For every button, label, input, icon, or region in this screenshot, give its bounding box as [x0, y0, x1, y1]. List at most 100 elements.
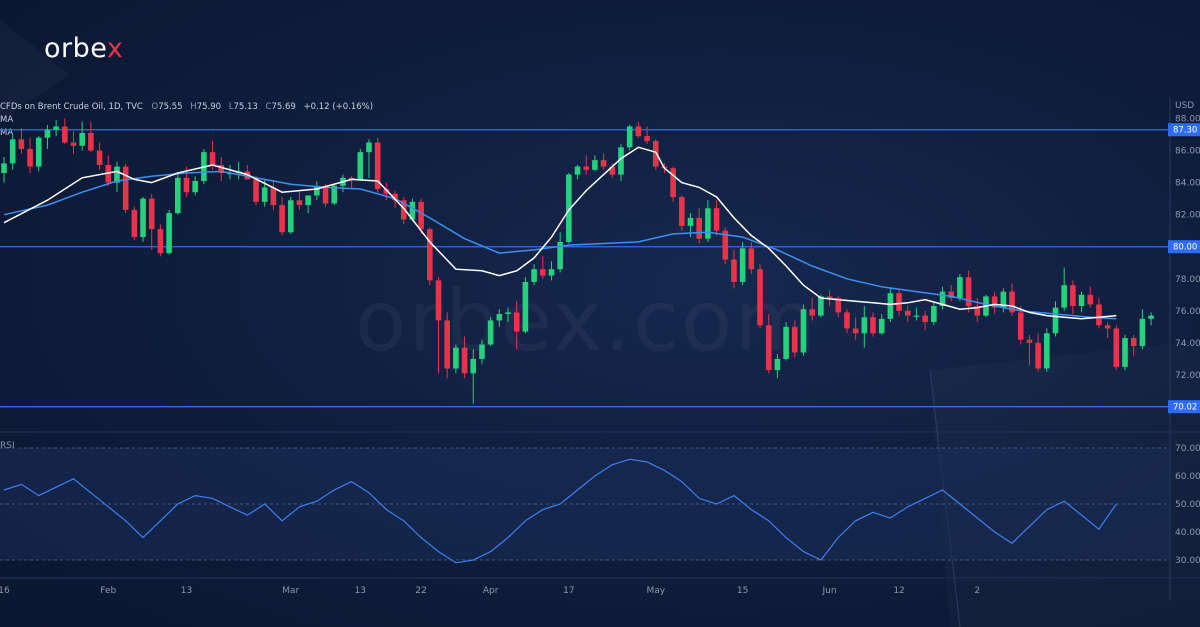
candle-body	[957, 277, 963, 299]
candle-body	[670, 168, 676, 198]
candle-body	[96, 150, 103, 165]
x-tick-label: 2	[974, 586, 980, 596]
x-tick-label: Apr	[483, 586, 499, 596]
candle-body	[418, 201, 424, 230]
candle	[122, 163, 129, 214]
candle-body	[739, 248, 746, 282]
candle	[131, 206, 138, 241]
candle	[1096, 298, 1102, 329]
candle	[348, 176, 355, 190]
candle-body	[679, 197, 685, 226]
candle	[626, 124, 633, 151]
candle	[1087, 286, 1094, 308]
candle-body	[435, 280, 442, 321]
candle	[922, 310, 928, 331]
candle-body	[357, 152, 364, 180]
candle-body	[53, 126, 59, 130]
x-tick-label: 17	[563, 586, 574, 596]
candle-body	[1000, 291, 1007, 308]
candle-body	[253, 179, 259, 202]
candle-body	[183, 177, 190, 193]
candle-body	[757, 269, 763, 326]
candle-body	[939, 291, 946, 307]
candle-body	[904, 310, 911, 316]
candle-body	[1, 163, 7, 173]
candle-body	[974, 306, 981, 316]
candle-body	[322, 185, 329, 204]
candle	[931, 302, 937, 326]
y-tick-label: 72.00	[1175, 371, 1200, 381]
rsi-tick-label: 70.00	[1175, 444, 1200, 454]
x-tick-label: Mar	[282, 586, 299, 596]
candle-body	[644, 136, 650, 141]
candle	[435, 277, 442, 374]
candle	[774, 354, 781, 379]
candle-body	[583, 166, 590, 170]
candle	[878, 314, 885, 335]
candle	[400, 197, 407, 225]
candle	[1026, 334, 1033, 366]
candle-body	[131, 209, 138, 238]
candle-body	[722, 230, 729, 260]
candle	[418, 198, 424, 234]
candle	[722, 227, 729, 265]
candle	[852, 317, 859, 340]
candle-body	[105, 164, 112, 183]
candle-body	[652, 140, 659, 167]
open-value: 75.55	[158, 102, 182, 112]
candle	[479, 339, 485, 364]
candle	[809, 298, 815, 321]
candle-body	[1044, 333, 1050, 369]
ma-slow-line	[3, 170, 1117, 320]
candle	[1044, 328, 1050, 372]
candle	[148, 193, 155, 250]
candle	[1052, 301, 1059, 337]
candle	[175, 174, 181, 215]
candle-body	[114, 166, 120, 183]
candle-body	[852, 328, 859, 334]
candle-body	[461, 347, 468, 374]
x-tick-label: 15	[737, 586, 748, 596]
candle	[461, 336, 468, 379]
candle	[35, 136, 42, 172]
candle-body	[270, 187, 277, 206]
candle	[965, 270, 972, 313]
candle	[505, 307, 511, 323]
candle-body	[479, 344, 485, 359]
candle-body	[218, 164, 225, 173]
candle-body	[548, 269, 555, 276]
candle	[409, 198, 416, 222]
candle-body	[878, 318, 885, 334]
candle	[270, 181, 277, 210]
candle	[279, 197, 285, 236]
candle-body	[809, 309, 815, 316]
y-tick-label: 78.00	[1175, 275, 1200, 285]
candle-body	[374, 142, 381, 190]
candle-body	[209, 152, 216, 165]
candle	[679, 195, 685, 231]
y-tick-label: 88.00	[1175, 115, 1200, 125]
candle-body	[600, 160, 607, 167]
candle-body	[1122, 338, 1128, 367]
candle-body	[487, 320, 494, 345]
candle	[791, 320, 798, 358]
candle	[939, 286, 946, 310]
candle-body	[287, 200, 294, 233]
candle-body	[539, 269, 546, 276]
candle-body	[314, 185, 320, 196]
candle	[157, 224, 164, 257]
x-tick-label: 22	[415, 586, 426, 596]
candle-body	[705, 208, 711, 239]
candle	[166, 209, 172, 255]
orbex-logo: orbex	[44, 33, 124, 64]
candle	[79, 121, 86, 151]
candle-body	[774, 358, 781, 371]
x-tick-label: 12	[893, 586, 904, 596]
candle	[1078, 291, 1085, 313]
candle	[383, 182, 390, 201]
x-tick-label: 13	[355, 586, 366, 596]
candle	[705, 200, 711, 242]
candle-body	[496, 314, 503, 321]
rsi-line	[3, 458, 1117, 564]
